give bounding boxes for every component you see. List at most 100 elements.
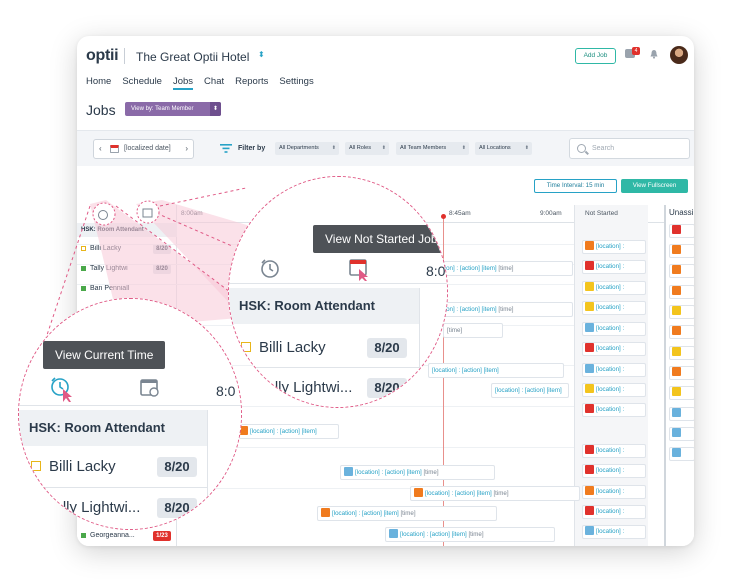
next-date-icon[interactable]: › xyxy=(185,144,188,153)
unassigned-job[interactable] xyxy=(669,427,694,441)
unassigned-job[interactable] xyxy=(669,366,694,380)
status-square-icon xyxy=(31,461,41,472)
repeat-job-icon xyxy=(389,528,398,538)
calendar-icon xyxy=(110,145,119,153)
not-started-job[interactable]: [location] : xyxy=(582,260,646,274)
add-job-button[interactable]: Add Job xyxy=(575,48,616,64)
not-started-job[interactable]: [location] : xyxy=(582,525,646,539)
hotel-switch-caret-icon[interactable]: ⬍ xyxy=(258,50,265,59)
nav-schedule[interactable]: Schedule xyxy=(122,76,162,87)
nav-jobs[interactable]: Jobs xyxy=(172,76,194,90)
unassigned-job[interactable] xyxy=(669,264,694,278)
not-started-job[interactable]: [location] : xyxy=(582,322,646,336)
roles-value: All Roles xyxy=(349,145,372,151)
unassigned-job[interactable] xyxy=(669,407,694,421)
team-member-row[interactable]: Ban Penniall xyxy=(81,285,129,292)
unassigned-job[interactable] xyxy=(669,325,694,339)
bell-icon[interactable] xyxy=(649,49,659,59)
low-icon xyxy=(672,408,681,417)
job-card-time: [time] xyxy=(468,531,484,538)
job-card[interactable]: [ion] : [action] [item] [time] xyxy=(439,302,573,317)
unassigned-job[interactable] xyxy=(669,305,694,319)
job-card[interactable]: [ion] : [action] [item] [time] xyxy=(439,261,573,276)
not-started-job[interactable]: [location] : xyxy=(582,505,646,519)
unassigned-job[interactable] xyxy=(669,224,694,238)
job-card[interactable]: [time] xyxy=(443,323,503,338)
not-started-job[interactable]: [location] : xyxy=(582,301,646,315)
nav-reports[interactable]: Reports xyxy=(235,76,269,87)
job-card-time: [time] xyxy=(423,469,439,476)
job-card-time: [time] xyxy=(498,306,514,313)
lane-divider xyxy=(77,406,574,407)
date-picker[interactable]: ‹ [localized date] › xyxy=(93,139,194,159)
job-card-text: [location] : [action] [item] xyxy=(332,510,399,517)
not-started-job-text: [location] : xyxy=(596,345,625,352)
priority-icon xyxy=(672,367,681,376)
roles-dropdown[interactable]: All Roles ⬍ xyxy=(345,142,389,155)
view-fullscreen-button[interactable]: View Fullscreen xyxy=(621,179,688,193)
nav-chat[interactable]: Chat xyxy=(204,76,225,87)
time-label: 8:45am xyxy=(449,210,471,217)
job-card-text: [ion] : [action] [item] xyxy=(443,306,497,313)
time-interval-dropdown[interactable]: Time Interval: 15 min xyxy=(534,179,617,193)
departments-dropdown[interactable]: All Departments ⬍ xyxy=(275,142,339,155)
low-icon xyxy=(585,323,594,332)
team-members-dropdown[interactable]: All Team Members ⬍ xyxy=(396,142,469,155)
not-started-job[interactable]: [location] : xyxy=(582,464,646,478)
not-started-job-text: [location] : xyxy=(596,304,625,311)
locations-dropdown[interactable]: All Locations ⬍ xyxy=(475,142,532,155)
job-card[interactable]: [location] : [action] [item] [time] xyxy=(340,465,495,480)
job-card[interactable]: [location] : [action] [item] xyxy=(491,383,569,398)
job-card-time: [time] xyxy=(400,510,416,517)
filter-bar: ‹ [localized date] › Filter by All Depar… xyxy=(77,130,694,166)
user-avatar[interactable] xyxy=(670,46,688,64)
dropdown-caret-icon: ⬍ xyxy=(331,145,336,151)
low-icon xyxy=(585,526,594,535)
hotel-name[interactable]: The Great Optii Hotel xyxy=(136,50,250,64)
filter-by-label: Filter by xyxy=(238,145,266,152)
not-started-job[interactable]: [location] : xyxy=(582,383,646,397)
job-card[interactable]: [location] : [action] [item] xyxy=(235,424,339,439)
priority-icon xyxy=(672,245,681,254)
job-card-text: [ion] : [action] [item] xyxy=(443,265,497,272)
not-started-job[interactable]: [location] : xyxy=(582,240,646,254)
team-member-row[interactable]: Billi Lacky xyxy=(81,245,121,252)
not-started-job-text: [location] : xyxy=(596,508,625,515)
job-card[interactable]: [location] : [action] [item] [time] xyxy=(385,527,555,542)
unassigned-job[interactable] xyxy=(669,447,694,461)
search-input[interactable]: Search xyxy=(569,138,690,159)
priority-icon xyxy=(321,507,330,517)
dropdown-caret-icon: ⬍ xyxy=(381,145,386,151)
team-member-row[interactable]: Tally Lightwi xyxy=(81,265,128,272)
not-started-job-text: [location] : xyxy=(596,325,625,332)
not-started-job[interactable]: [location] : xyxy=(582,444,646,458)
team-member-name: Billi Lacky xyxy=(90,245,122,252)
not-started-job[interactable]: [location] : xyxy=(582,363,646,377)
job-card[interactable]: [location] : [action] [item] [time] xyxy=(410,486,580,501)
unassigned-job[interactable] xyxy=(669,285,694,299)
nav-settings[interactable]: Settings xyxy=(279,76,314,87)
prev-date-icon[interactable]: ‹ xyxy=(99,144,102,153)
low-icon xyxy=(672,448,681,457)
unassigned-job[interactable] xyxy=(669,386,694,400)
low-icon xyxy=(672,428,681,437)
not-started-job[interactable]: [location] : xyxy=(582,485,646,499)
current-time-icon[interactable] xyxy=(49,375,77,403)
unassigned-job[interactable] xyxy=(669,244,694,258)
unassigned-job[interactable] xyxy=(669,346,694,360)
team-member-row[interactable]: Georgeanna... xyxy=(81,532,135,539)
lane-divider xyxy=(77,284,574,285)
job-card[interactable]: [location] : [action] [item] xyxy=(428,363,564,378)
not-started-job-text: [location] : xyxy=(596,528,625,535)
nav-home[interactable]: Home xyxy=(86,76,112,87)
priority-icon xyxy=(672,265,681,274)
chat-badge: 4 xyxy=(632,47,640,55)
view-by-dropdown[interactable]: View by: Team Member ⬍ xyxy=(125,102,221,116)
job-card[interactable]: [location] : [action] [item] [time] xyxy=(317,506,497,521)
not-started-job[interactable]: [location] : xyxy=(582,281,646,295)
not-started-job-text: [location] : xyxy=(596,366,625,373)
chat-icon[interactable] xyxy=(625,49,635,58)
not-started-job[interactable]: [location] : xyxy=(582,342,646,356)
not-started-job[interactable]: [location] : xyxy=(582,403,646,417)
